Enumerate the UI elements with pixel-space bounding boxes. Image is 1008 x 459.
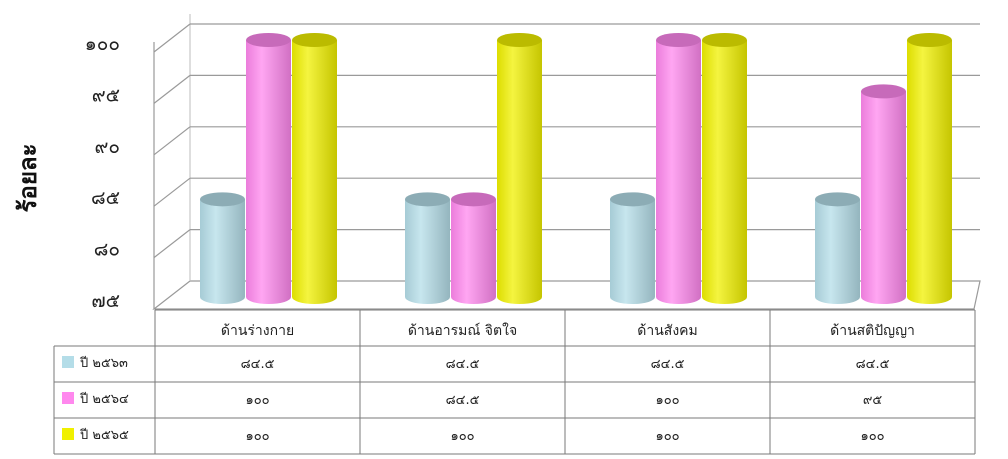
legend-label: ปี ๒๕๖๓ xyxy=(79,355,128,371)
bar xyxy=(497,40,542,304)
bar-top xyxy=(200,192,245,207)
bar xyxy=(200,199,245,304)
chart-floor xyxy=(152,280,981,310)
y-tick-label: ๑๐๐ xyxy=(85,33,120,55)
data-label: ๘๔.๕ xyxy=(446,393,480,408)
bar xyxy=(861,91,906,305)
bar-top xyxy=(907,33,952,47)
data-label: ๑๐๐ xyxy=(450,429,474,444)
gridline-side xyxy=(153,126,191,156)
bar-top xyxy=(497,33,542,47)
bar-top xyxy=(861,84,906,99)
y-tick-label: ๘๕ xyxy=(91,187,120,209)
data-label: ๑๐๐ xyxy=(655,393,679,408)
bar-top xyxy=(405,192,450,207)
data-label: ๘๔.๕ xyxy=(651,357,685,372)
bar xyxy=(610,199,655,304)
data-table: ด้านร่างกาย ด้านอารมณ์ จิตใจ ด้านสังคม ด้าน… xyxy=(53,309,976,455)
bar-top xyxy=(292,33,337,47)
gridline-side xyxy=(153,229,191,259)
bar xyxy=(451,199,496,304)
legend-swatch xyxy=(62,356,74,368)
x-tick-label: ด้านสติปัญญา xyxy=(830,323,915,339)
x-tick-label: ด้านร่างกาย xyxy=(221,323,294,339)
bar xyxy=(907,40,952,304)
y-tick-label: ๘๐ xyxy=(94,239,120,261)
bar-top xyxy=(815,192,860,207)
legend-label: ปี ๒๕๖๕ xyxy=(79,427,129,443)
legend-swatch xyxy=(62,392,74,404)
data-label: ๑๐๐ xyxy=(655,429,679,444)
chart-bars xyxy=(200,33,952,305)
bar xyxy=(656,40,701,304)
legend-label: ปี ๒๕๖๔ xyxy=(79,391,129,407)
data-label: ๘๔.๕ xyxy=(446,357,480,372)
y-tick-label: ๗๕ xyxy=(91,290,120,312)
legend-swatch xyxy=(62,428,74,440)
bar-top xyxy=(656,33,701,47)
gridline-side xyxy=(153,74,191,104)
y-axis-label: ร้อยละ xyxy=(14,144,42,213)
data-label: ๘๔.๕ xyxy=(856,357,890,372)
bar-top xyxy=(702,33,747,47)
gridline-side xyxy=(153,23,191,53)
bar xyxy=(292,40,337,304)
bar xyxy=(405,199,450,304)
data-label: ๑๐๐ xyxy=(245,393,269,408)
data-label: ๙๕ xyxy=(863,393,883,408)
bar-top xyxy=(610,192,655,207)
data-label: ๘๔.๕ xyxy=(241,357,275,372)
bar xyxy=(246,40,291,304)
data-label: ๑๐๐ xyxy=(860,429,884,444)
y-tick-label: ๙๕ xyxy=(92,84,120,106)
bar xyxy=(702,40,747,304)
x-tick-label: ด้านอารมณ์ จิตใจ xyxy=(408,322,517,339)
data-label: ๑๐๐ xyxy=(245,429,269,444)
x-tick-label: ด้านสังคม xyxy=(637,323,698,339)
y-tick-label: ๙๐ xyxy=(94,136,120,158)
gridline-side xyxy=(153,177,191,207)
bar xyxy=(815,199,860,304)
bar-top xyxy=(451,192,496,207)
bar-top xyxy=(246,33,291,47)
